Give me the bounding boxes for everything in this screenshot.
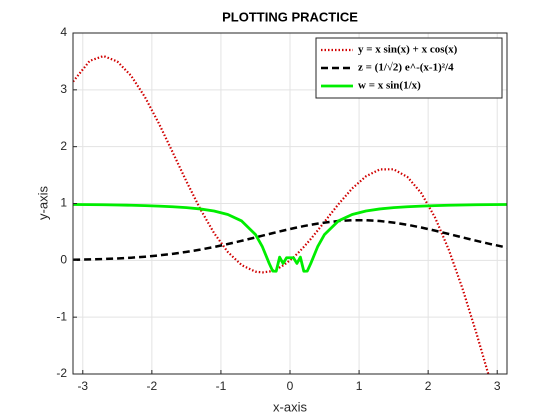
y-tick-label: -1: [56, 309, 67, 323]
series-line: [73, 203, 507, 273]
y-tick-label: 0: [60, 253, 67, 267]
x-tick-label: -2: [147, 379, 158, 393]
x-tick-label: 1: [356, 379, 363, 393]
y-tick-label: 4: [60, 25, 67, 39]
y-tick-label: -2: [56, 366, 67, 380]
x-tick-label: -1: [216, 379, 227, 393]
chart-title: PLOTTING PRACTICE: [222, 9, 358, 24]
legend-label: y = x sin(x) + x cos(x): [358, 44, 458, 56]
legend-label: w = x sin(1/x): [358, 80, 421, 92]
y-tick-label: 1: [60, 196, 67, 210]
y-axis-label: y-axis: [35, 186, 50, 220]
series-line: [73, 54, 490, 374]
x-tick-label: 2: [425, 379, 432, 393]
y-tick-label: 3: [60, 82, 67, 96]
x-tick-label: 0: [287, 379, 294, 393]
legend-label: z = (1/√2) e^-(x-1)²/4: [358, 62, 454, 74]
x-tick-label: 3: [494, 379, 501, 393]
x-axis-label: x-axis: [273, 399, 307, 414]
x-tick-label: -3: [77, 379, 88, 393]
y-tick-label: 2: [60, 139, 67, 153]
